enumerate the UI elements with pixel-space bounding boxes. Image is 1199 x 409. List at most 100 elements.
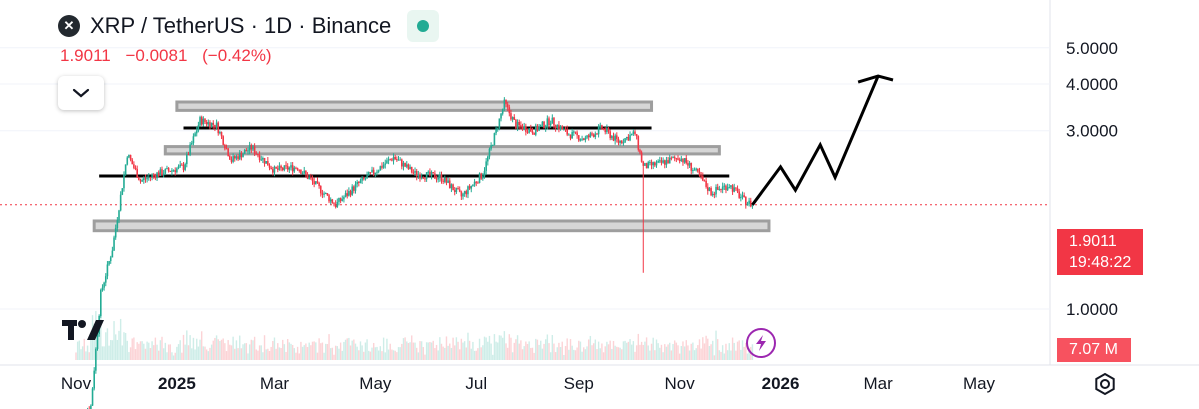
candle-body [275,166,277,169]
volume-bar [746,353,749,360]
candle-body [477,182,479,184]
candle-body [91,388,94,406]
candle-body [458,189,461,192]
volume-bar [146,341,148,360]
candle-body [743,195,745,197]
candle-body [95,348,97,371]
candle-body [683,158,686,163]
volume-bar [129,347,132,360]
candle-body [450,184,453,189]
candle-body [116,220,119,228]
candle-body [245,150,248,152]
candle-body [361,177,363,181]
volume-bar [121,345,124,360]
volume-bar [285,351,287,360]
candle-body [640,152,643,162]
candle-body [200,117,203,125]
volume-bar [601,343,603,360]
volume-bar [128,352,130,360]
volume-bar [726,350,729,360]
volume-bar [239,335,241,360]
volume-bar [458,349,461,360]
candle-body [364,178,367,180]
candle-body [290,165,292,168]
volume-bar [452,337,454,360]
tradingview-logo-icon [62,320,104,340]
tradingview-logo[interactable] [62,318,108,347]
candle-body [745,196,747,206]
volume-bar [685,340,687,360]
candle-body [735,187,737,189]
volume-bar [389,343,391,360]
volume-bar [167,344,170,360]
candle-body [186,154,188,165]
volume-bar [721,345,724,360]
volume-bar [209,347,211,360]
candle-body [543,121,545,129]
volume-bar [475,350,477,360]
volume-bar [245,343,248,360]
volume-bar [100,305,102,360]
candle-body [485,161,487,171]
volume-bar [606,341,608,360]
candle-body [379,166,382,171]
volume-bar [105,332,107,360]
volume-bar [288,342,291,360]
market-status-icon[interactable] [407,10,440,42]
volume-bar [88,352,90,360]
candle-body [399,159,401,161]
volume-bar [748,347,750,360]
symbol-title[interactable]: XRP / TetherUS · 1D · Binance [90,13,392,38]
volume-bar [629,339,631,360]
volume-bar [597,341,600,360]
candle-body [596,133,598,135]
candle-body [723,185,726,187]
candle-body [728,187,731,189]
candle-body [184,164,186,170]
candle-body [293,167,296,172]
volume-bar [311,341,314,360]
volume-bar [250,339,253,360]
volume-bar [212,340,214,360]
candle-body [227,148,229,156]
candle-body [404,162,406,167]
candle-body [513,117,516,120]
collapse-legend-button[interactable] [58,76,104,110]
volume-bar [161,336,163,360]
volume-bar [248,344,251,360]
candle-body [667,160,669,164]
volume-bar [587,339,590,360]
candle-body [531,131,534,134]
volume-bar [169,344,171,360]
candle-body [498,118,501,129]
lightning-icon[interactable] [746,328,776,358]
candle-body [376,171,378,173]
candle-body [639,149,641,153]
volume-bar [247,353,249,360]
candle-body [169,170,172,172]
candle-body [382,164,385,168]
volume-bar [172,355,175,360]
volume-bar [286,339,289,360]
volume-bar [268,351,271,360]
volume-bar [368,350,370,360]
volume-bar [138,343,140,360]
candle-body [452,184,454,191]
settings-gear-icon[interactable] [1092,371,1118,397]
candle-body [212,122,215,125]
volume-bar [586,346,588,360]
candle-body [338,197,340,203]
volume-bar [407,343,410,360]
volume-bar [716,339,719,360]
candle-body [131,159,134,165]
candle-body [419,174,421,179]
volume-bar [611,348,613,360]
volume-bar [224,343,226,360]
volume-bar [640,341,643,360]
volume-bar [569,339,572,360]
volume-bar [343,341,345,360]
candle-body [675,158,678,160]
candle-body [339,197,342,201]
candle-body [291,165,294,172]
